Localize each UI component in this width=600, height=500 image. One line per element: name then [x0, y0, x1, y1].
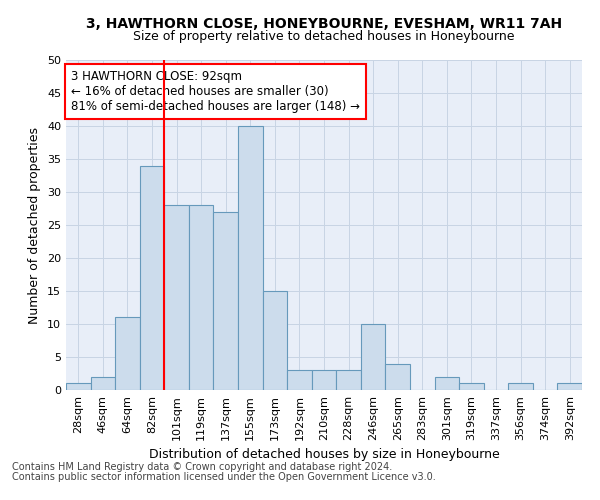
Bar — [557, 384, 582, 390]
Text: 3, HAWTHORN CLOSE, HONEYBOURNE, EVESHAM, WR11 7AH: 3, HAWTHORN CLOSE, HONEYBOURNE, EVESHAM,… — [86, 18, 562, 32]
Bar — [263, 291, 287, 390]
Text: Contains HM Land Registry data © Crown copyright and database right 2024.: Contains HM Land Registry data © Crown c… — [12, 462, 392, 472]
Bar — [434, 377, 459, 390]
X-axis label: Distribution of detached houses by size in Honeybourne: Distribution of detached houses by size … — [149, 448, 499, 462]
Text: Size of property relative to detached houses in Honeybourne: Size of property relative to detached ho… — [133, 30, 515, 43]
Bar — [115, 318, 140, 390]
Bar — [91, 377, 115, 390]
Y-axis label: Number of detached properties: Number of detached properties — [28, 126, 41, 324]
Bar — [459, 384, 484, 390]
Bar — [312, 370, 336, 390]
Bar — [164, 205, 189, 390]
Bar — [508, 384, 533, 390]
Bar — [385, 364, 410, 390]
Bar — [336, 370, 361, 390]
Bar — [238, 126, 263, 390]
Bar — [287, 370, 312, 390]
Bar — [361, 324, 385, 390]
Bar — [189, 205, 214, 390]
Bar — [214, 212, 238, 390]
Bar — [66, 384, 91, 390]
Bar — [140, 166, 164, 390]
Text: 3 HAWTHORN CLOSE: 92sqm
← 16% of detached houses are smaller (30)
81% of semi-de: 3 HAWTHORN CLOSE: 92sqm ← 16% of detache… — [71, 70, 360, 113]
Text: Contains public sector information licensed under the Open Government Licence v3: Contains public sector information licen… — [12, 472, 436, 482]
